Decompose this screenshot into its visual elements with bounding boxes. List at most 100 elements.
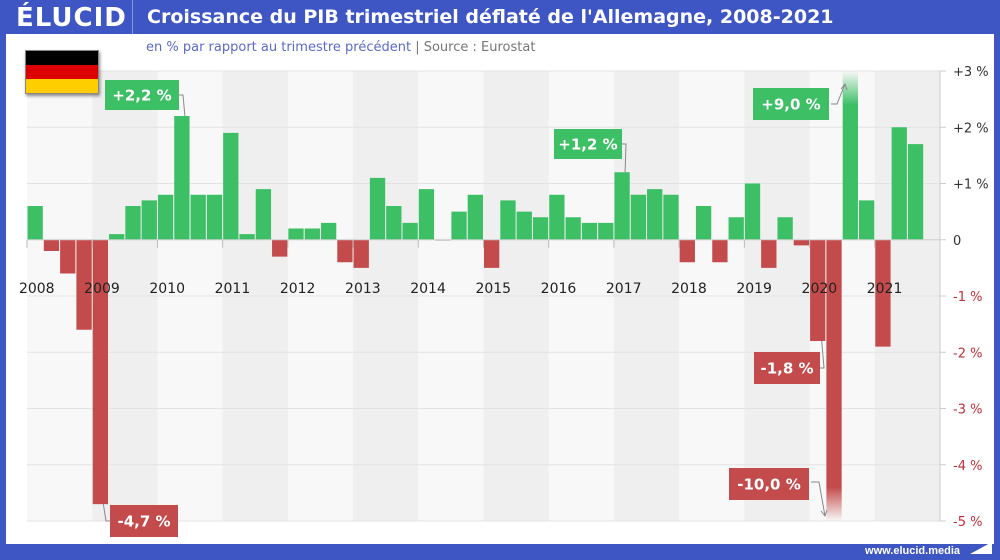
bar [304,228,320,240]
annotation-leader [831,83,846,105]
bar [337,239,353,263]
bar [60,239,76,274]
x-tick-label: 2010 [149,281,185,297]
bar [109,234,125,240]
annotation-box [753,88,829,120]
bar [761,239,777,268]
bar [451,211,467,240]
annotation-leader [179,94,186,117]
bar [272,239,288,257]
bar [598,222,614,240]
annotation-box [105,80,179,110]
bar [125,206,141,240]
bar [581,222,598,240]
bar [255,189,272,240]
annotation-box [554,129,622,159]
annotation-box [729,468,809,500]
chart-subtitle: en % par rapport au trimestre précédent … [146,40,535,55]
bar [43,239,60,251]
y-tick-label: -3 % [953,403,982,418]
bar [386,206,402,240]
x-tick-label: 2020 [802,281,838,297]
x-tick-label: 2011 [215,281,251,297]
footer-url[interactable]: www.elucid.media [865,545,960,557]
bar [223,132,239,240]
bar [777,217,793,240]
bar [288,228,304,240]
bar [744,183,761,240]
bar [141,200,157,240]
bar [858,200,875,240]
elucid-logo: ÉLUCID [16,3,127,33]
x-tick-label: 2013 [345,281,381,297]
bar [369,177,386,240]
arrow-icon [840,82,848,91]
subtitle-unit: en % par rapport au trimestre précédent [146,40,412,55]
bar [826,239,842,521]
bar [418,189,435,240]
bar [467,194,483,240]
flag-stripe-gold [26,79,98,93]
y-tick-label: -4 % [953,459,982,474]
bar [695,206,712,240]
bar [500,200,516,240]
bar [875,239,891,347]
bar [516,211,532,240]
x-tick-label: 2018 [671,281,707,297]
x-tick-label: 2014 [410,281,446,297]
bar [435,239,451,241]
annotation-box [754,352,820,384]
y-tick-label: 0 [953,234,961,249]
bar [239,234,255,240]
annotation-box [110,505,178,537]
header-bar: ÉLUCID Croissance du PIB trimestriel déf… [0,0,1000,34]
x-tick-label: 2008 [19,281,55,297]
bar [907,144,924,240]
bar [565,217,581,240]
bar [190,194,206,240]
chart-title: Croissance du PIB trimestriel déflaté de… [147,6,834,28]
annotation-label: +2,2 % [112,87,171,105]
bar [630,194,647,240]
bar [549,194,565,240]
bar [532,217,549,240]
bar [92,239,109,505]
bar [402,222,418,240]
bar [27,206,43,240]
arrow-icon [820,509,828,518]
annotation-leader [102,504,110,522]
annotation-label: -4,7 % [117,513,170,531]
bar [76,239,92,330]
annotation-label: -1,8 % [760,360,813,378]
x-tick-label: 2017 [606,281,642,297]
annotation-label: -10,0 % [737,476,801,494]
bar [842,71,858,240]
bar [728,217,744,240]
bar [793,239,810,246]
bar [320,222,337,240]
bar [647,189,663,240]
bar [891,127,907,240]
bar [174,116,190,240]
flag-stripe-red [26,65,98,79]
elucid-mark-icon [970,542,992,554]
header-divider [132,0,133,34]
y-tick-label: -2 % [953,346,982,361]
bar [206,194,223,240]
bar [712,239,728,263]
bar [810,239,826,341]
annotation-leader [622,143,627,173]
y-tick-label: +3 % [953,65,989,80]
bar [484,239,500,268]
bar [614,172,630,240]
annotation-leader [820,340,825,369]
annotation-label: +9,0 % [761,96,820,114]
x-tick-label: 2015 [475,281,511,297]
subtitle-source: Source : Eurostat [423,40,536,55]
x-tick-label: 2012 [280,281,316,297]
bar [663,194,679,240]
x-tick-label: 2019 [736,281,772,297]
y-tick-label: -5 % [953,515,982,530]
x-tick-label: 2009 [84,281,120,297]
